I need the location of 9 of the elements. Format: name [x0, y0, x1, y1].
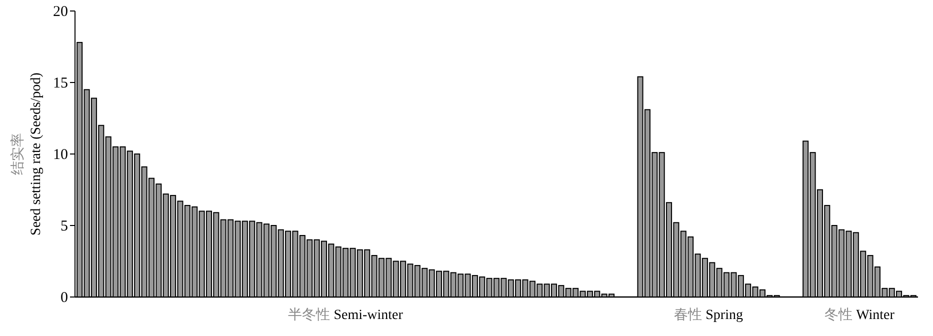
y-tick-label: 0 — [60, 290, 68, 306]
y-tick-label: 10 — [53, 147, 68, 163]
y-tick-label: 15 — [53, 76, 68, 92]
y-tick-label: 20 — [53, 4, 68, 20]
text: 冬性 Winter — [824, 307, 895, 323]
text: 春性 Spring — [674, 307, 743, 323]
y-axis-title: 结实率 Seed setting rate (Seeds/pod) — [10, 72, 44, 236]
text: 半冬性 Semi-winter — [288, 307, 404, 323]
y-tick-label: 5 — [60, 218, 68, 234]
